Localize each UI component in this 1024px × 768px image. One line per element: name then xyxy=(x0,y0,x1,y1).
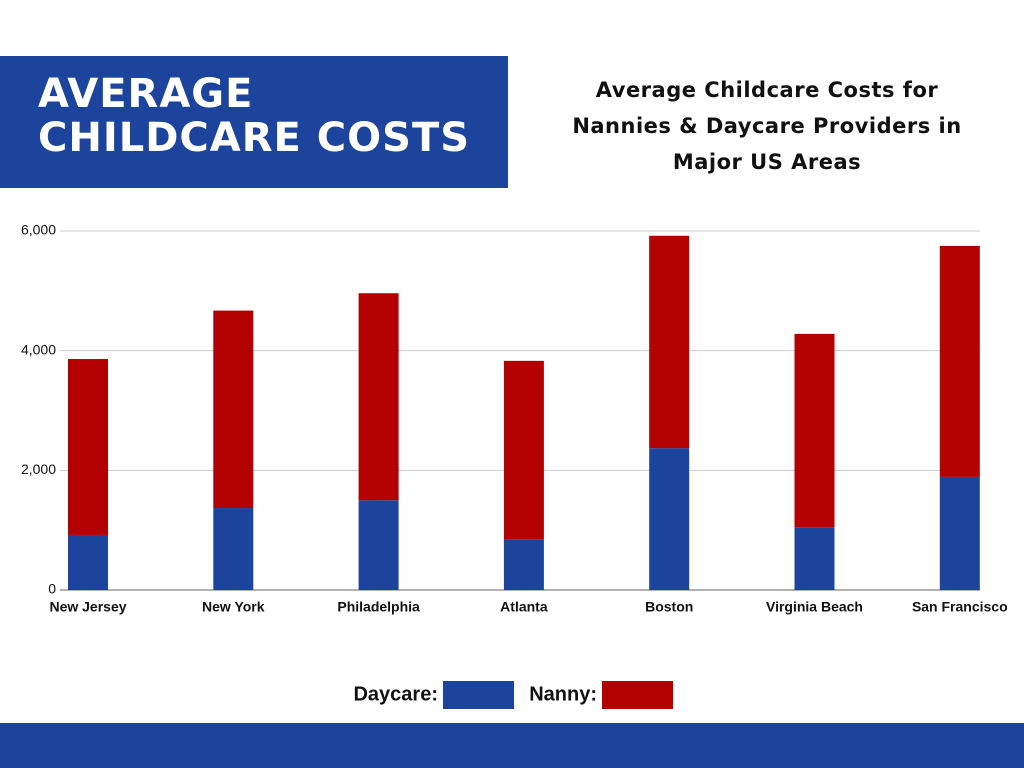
chart-title: AVERAGE CHILDCARE COSTS xyxy=(38,71,471,161)
bar-segment xyxy=(358,293,399,501)
bar-segment xyxy=(358,500,399,590)
bar-segment xyxy=(503,360,544,540)
chart-subtitle: Average Childcare Costs for Nannies & Da… xyxy=(572,78,962,174)
legend-swatch xyxy=(602,681,673,709)
legend-label: Daycare: xyxy=(353,683,438,705)
legend-swatch xyxy=(443,681,514,709)
bar-segment xyxy=(939,245,980,477)
bar-segment xyxy=(68,359,108,535)
bar-segment xyxy=(939,476,980,590)
y-tick-label: 2,000 xyxy=(21,461,56,477)
bar-segment xyxy=(213,508,254,590)
x-tick-label: New Jersey xyxy=(49,599,126,615)
x-tick-label: Atlanta xyxy=(500,599,548,615)
bar-segment xyxy=(794,333,835,528)
y-tick-label: 6,000 xyxy=(21,222,56,238)
y-tick-label: 4,000 xyxy=(21,341,56,357)
x-tick-label: New York xyxy=(202,599,265,615)
bar-segment xyxy=(649,448,690,590)
bar-segment xyxy=(794,527,835,590)
x-tick-label: Virginia Beach xyxy=(766,599,863,615)
title-banner xyxy=(0,56,508,188)
bar-segment xyxy=(649,235,690,449)
x-tick-label: Philadelphia xyxy=(337,599,420,615)
bar-segment xyxy=(68,534,108,590)
legend-label: Nanny: xyxy=(529,683,597,705)
y-tick-label: 0 xyxy=(48,581,56,597)
bar-segment xyxy=(213,310,254,509)
footer-bar xyxy=(0,723,1024,768)
x-tick-label: San Francisco xyxy=(912,599,1008,615)
bar-segment xyxy=(503,539,544,590)
x-tick-label: Boston xyxy=(645,599,693,615)
